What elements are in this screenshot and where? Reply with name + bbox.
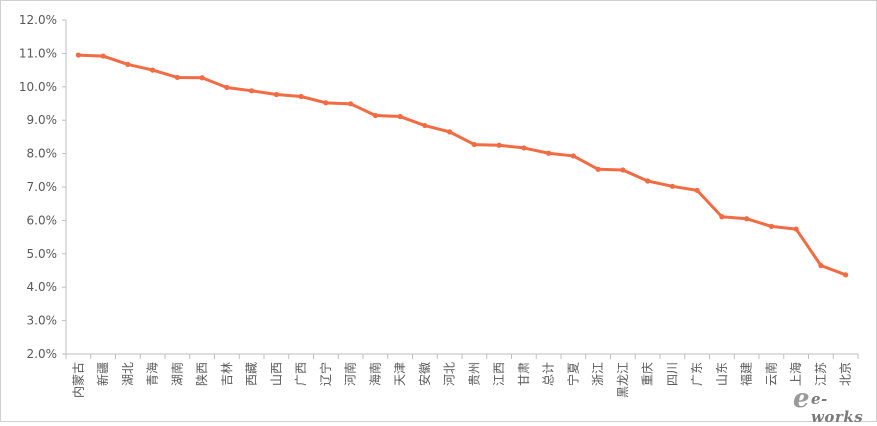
data-point xyxy=(447,129,453,135)
x-tick-label: 湖北 xyxy=(120,362,135,386)
watermark-text: e-works xyxy=(811,390,864,426)
x-tick-label: 上海 xyxy=(788,362,803,386)
x-tick-label: 江西 xyxy=(492,362,506,386)
data-point xyxy=(174,74,180,81)
data-point xyxy=(521,145,527,151)
data-point xyxy=(100,53,106,59)
data-point xyxy=(298,93,304,100)
x-tick-label: 山西 xyxy=(269,362,283,386)
data-point xyxy=(818,262,824,269)
x-tick-label: 宁夏 xyxy=(565,362,580,386)
data-point xyxy=(793,226,799,232)
data-point xyxy=(422,122,428,129)
data-point xyxy=(694,187,700,193)
data-point xyxy=(397,113,403,120)
x-tick-label: 重庆 xyxy=(641,362,655,386)
x-tick-label: 黑龙江 xyxy=(616,362,630,398)
data-point xyxy=(199,75,205,81)
x-tick-label: 内蒙古 xyxy=(70,362,85,398)
y-tick-label: 8.0% xyxy=(27,147,58,161)
data-point xyxy=(620,167,626,173)
x-tick-label: 总计 xyxy=(542,362,556,386)
data-point xyxy=(372,112,378,119)
x-tick-label: 甘肃 xyxy=(517,362,531,386)
data-point xyxy=(249,88,255,94)
watermark-e-glyph: e xyxy=(793,384,810,414)
x-tick-label: 四川 xyxy=(665,362,679,386)
data-point xyxy=(471,141,477,148)
y-tick-label: 5.0% xyxy=(27,247,58,261)
y-tick-label: 11.0% xyxy=(19,46,57,60)
data-point xyxy=(546,150,552,156)
data-point xyxy=(75,52,81,58)
x-tick-label: 浙江 xyxy=(591,362,605,386)
series-line xyxy=(76,53,848,277)
y-axis: 2.0% 3.0% 4.0% 5.0% 6.0% 7.0% 8.0% 9.0% 10.0% 11.… xyxy=(19,13,67,361)
data-point xyxy=(323,100,329,106)
data-point xyxy=(224,84,230,91)
x-tick-label: 河北 xyxy=(443,362,457,386)
data-point xyxy=(768,223,774,230)
data-point xyxy=(496,142,502,148)
x-axis: 内蒙古 新疆 湖北 青海 湖南 陕西 吉林 西藏 山西 广西 辽宁 河南 海南 天津 安徽 河北 贵州 江西 甘肃总… xyxy=(65,353,859,398)
x-tick-label: 安徽 xyxy=(417,362,432,386)
data-point xyxy=(645,178,651,184)
x-tick-label: 新疆 xyxy=(95,362,110,386)
x-tick-label: 西藏 xyxy=(245,362,259,386)
x-tick-label: 广西 xyxy=(294,362,308,386)
series-group xyxy=(75,52,849,278)
x-tick-label: 湖南 xyxy=(169,362,184,386)
y-tick-label: 2.0% xyxy=(27,347,58,361)
data-point xyxy=(719,214,725,220)
y-tick-label: 12.0% xyxy=(19,13,57,27)
x-tick-label: 陕西 xyxy=(194,362,209,386)
x-tick-label: 江苏 xyxy=(814,362,828,386)
y-tick-label: 7.0% xyxy=(27,180,58,194)
x-tick-label: 云南 xyxy=(763,362,778,386)
data-point xyxy=(843,272,849,278)
y-tick-label: 4.0% xyxy=(27,280,58,294)
x-tick-label: 广东 xyxy=(690,362,704,386)
data-point xyxy=(273,91,279,98)
watermark-logo: e e-works xyxy=(793,384,869,426)
data-point xyxy=(669,183,675,189)
x-tick-label: 吉林 xyxy=(220,362,234,386)
data-point xyxy=(744,216,750,222)
data-point xyxy=(570,153,576,159)
x-tick-label: 河南 xyxy=(343,362,358,386)
x-tick-label: 天津 xyxy=(393,362,407,386)
y-tick-label: 9.0% xyxy=(27,113,58,127)
data-point xyxy=(348,101,354,107)
y-tick-label: 6.0% xyxy=(27,213,58,227)
x-tick-label: 北京 xyxy=(839,362,853,386)
y-tick-label: 10.0% xyxy=(19,80,57,94)
data-point xyxy=(150,67,156,73)
data-point xyxy=(595,166,601,172)
x-tick-label: 青海 xyxy=(145,362,160,386)
x-tick-label: 福建 xyxy=(739,362,754,386)
x-tick-label: 山东 xyxy=(715,362,729,386)
x-tick-label: 海南 xyxy=(367,362,382,386)
x-tick-label: 贵州 xyxy=(467,362,481,386)
y-tick-label: 3.0% xyxy=(27,314,58,328)
x-tick-label: 辽宁 xyxy=(318,362,333,386)
data-point xyxy=(125,61,131,68)
